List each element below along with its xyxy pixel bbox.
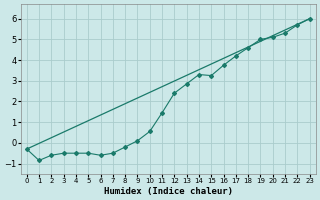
X-axis label: Humidex (Indice chaleur): Humidex (Indice chaleur): [104, 187, 233, 196]
